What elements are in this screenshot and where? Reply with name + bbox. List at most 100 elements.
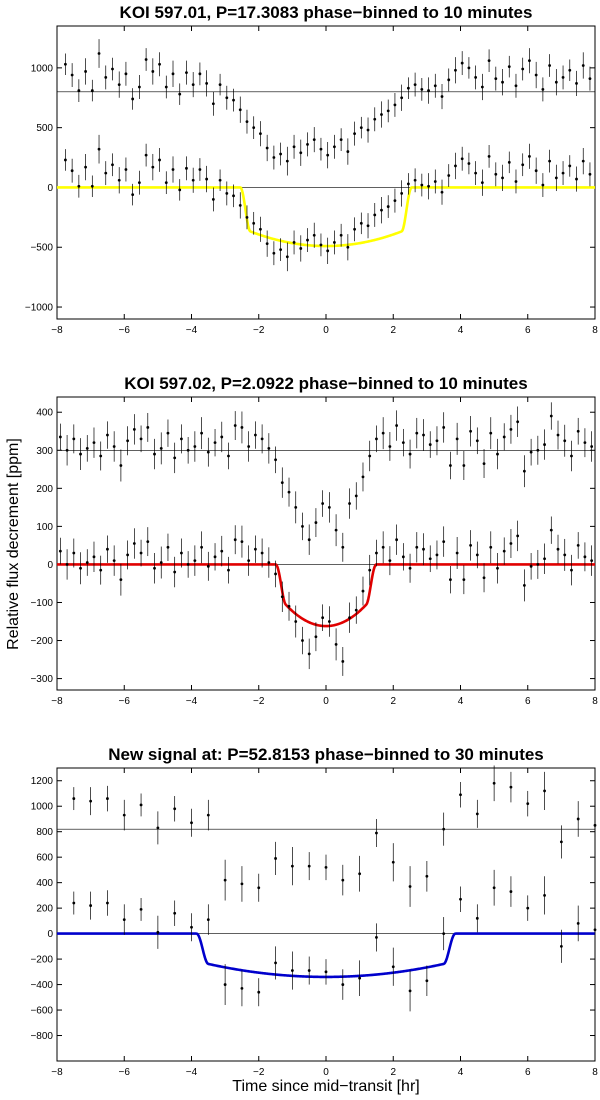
- panel-3-data-point: [290, 969, 294, 972]
- panel-1-data-point: [346, 245, 350, 249]
- x-axis-label: Time since mid−transit [hr]: [232, 1078, 419, 1095]
- panel-1-offset-data-point: [467, 66, 471, 70]
- panel-1-offset-data-point: [164, 85, 168, 89]
- panel-2-offset-data-point: [321, 502, 325, 505]
- panel-1-data-point: [373, 213, 377, 217]
- panel-3-data-point: [274, 961, 277, 965]
- panel-1-offset-data-point: [185, 71, 188, 75]
- panel-2-data-point: [576, 544, 580, 547]
- panel-1-data-point: [104, 171, 108, 175]
- panel-3-data-point: [526, 906, 530, 910]
- panel-2-offset-data-point: [509, 427, 513, 431]
- panel-1-offset-data-point: [427, 89, 430, 92]
- panel-2-xtick-label: 2: [390, 696, 396, 707]
- panel-3-xtick-label: 0: [323, 1067, 329, 1078]
- panel-3-ytick-label: −600: [30, 1006, 53, 1017]
- panel-2-data-point: [422, 547, 425, 551]
- panel-2-reference-lines: [57, 449, 595, 565]
- panel-1-data-point: [541, 183, 545, 187]
- panel-2-data-point: [240, 540, 244, 543]
- panel-2-data-point: [354, 608, 358, 612]
- panel-2-offset-data-point: [253, 433, 257, 437]
- panel-3-data-point: [375, 936, 378, 939]
- panel-2-offset-data-point: [455, 437, 459, 441]
- panel-3-data-point: [240, 986, 244, 990]
- panel-3-axes-frame: [56, 767, 596, 1062]
- panel-2-data-point: [267, 561, 271, 564]
- panel-2-data-point: [79, 566, 82, 570]
- panel-3-offset-data-point: [442, 827, 446, 831]
- panel-1-offset-data-point: [131, 97, 135, 101]
- panel-2-offset-data-point: [301, 524, 304, 528]
- panel-2-offset-data-point: [475, 439, 479, 443]
- panel-2-data-point: [489, 545, 493, 549]
- panel-2-data-point: [388, 559, 392, 563]
- panel-3-data-point: [324, 970, 328, 974]
- panel-1-offset-data-point: [191, 83, 195, 86]
- panel-3-data-point: [593, 928, 597, 932]
- panel-1-data-point: [252, 221, 256, 225]
- panel-2-data-point: [206, 564, 210, 568]
- panel-1-data-point: [144, 153, 148, 157]
- panel-1-data-point: [158, 158, 161, 162]
- panel-3-xtick-label: 6: [525, 1067, 531, 1078]
- panel-2-data-point: [509, 542, 513, 545]
- panel-3-offset-data-point: [593, 823, 597, 827]
- panel-3-reference-lines: [57, 828, 595, 934]
- panel-2-data-point: [126, 553, 130, 557]
- panel-1-data-point: [554, 176, 558, 180]
- panel-3-data-point: [341, 983, 345, 986]
- panel-3-xtick-label: 8: [592, 1067, 598, 1078]
- panel-2-data-point: [583, 555, 587, 559]
- panel-1-xtick-label: 4: [458, 325, 464, 336]
- panel-3-data-point: [307, 969, 311, 972]
- panel-1-data-point: [561, 171, 565, 175]
- panel-1-offset-data-point: [548, 64, 552, 67]
- panel-2-offset-data-point: [247, 445, 251, 448]
- panel-2-xtick-label: 8: [592, 696, 598, 707]
- panel-1-data-point: [494, 172, 498, 176]
- panel-3-data-point: [173, 911, 177, 915]
- panel-2-data-point: [563, 553, 567, 557]
- panel-1-data-point: [285, 255, 289, 259]
- panel-3-data-point: [391, 965, 395, 969]
- panel-2-offset-data-point: [563, 439, 567, 443]
- panel-1-offset-data-point: [124, 72, 128, 76]
- panel-3-offset-data-point: [425, 874, 429, 878]
- panel-1-data-point: [588, 172, 592, 176]
- panel-2-data-point: [260, 551, 264, 555]
- panel-1-ytick-label: −500: [30, 243, 53, 254]
- panel-2-offset-data-point: [401, 441, 405, 445]
- panel-2-offset-data-point: [334, 528, 338, 532]
- panel-1-data-point: [480, 181, 484, 185]
- panel-2-offset-data-point: [536, 448, 540, 452]
- panel-2-offset-data-point: [213, 441, 217, 445]
- panel-3-data-point: [425, 979, 429, 983]
- panel-2-offset-data-point: [206, 450, 210, 454]
- panel-1-offset-data-point: [238, 108, 242, 112]
- panel-1-ytick-label: 1000: [31, 63, 54, 74]
- panel-1-data-point: [245, 215, 249, 219]
- panel-1-offset-data-point: [393, 103, 397, 107]
- panel-2-data-point: [301, 639, 304, 642]
- panel-2-data-point: [522, 583, 526, 587]
- panel-1-offset-data-point: [561, 76, 565, 79]
- panel-2-offset-data-point: [462, 464, 466, 467]
- panel-1-offset-data-point: [319, 147, 323, 151]
- panel-1-offset-data-point: [541, 87, 545, 91]
- panel-2-data-point: [132, 542, 136, 545]
- panel-3-data-point: [206, 918, 210, 921]
- panel-2-data-point: [253, 547, 257, 551]
- panel-1-data-point: [581, 159, 585, 163]
- panel-1-offset-data-point: [306, 142, 309, 146]
- panel-1-offset-data-point: [339, 138, 343, 142]
- panel-2-data-point: [200, 545, 203, 549]
- panel-1-offset-data-point: [178, 92, 182, 96]
- panel-2-data-point: [435, 553, 439, 557]
- panel-1-data-point: [171, 168, 175, 171]
- panel-1-data-point: [406, 182, 410, 186]
- panel-2-data-point: [455, 551, 459, 555]
- panel-1-axes-frame: [56, 25, 596, 320]
- panel-2-data-point: [139, 551, 143, 555]
